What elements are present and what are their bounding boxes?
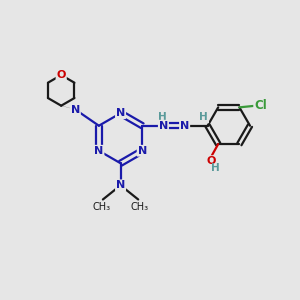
Text: O: O [56, 70, 66, 80]
Text: CH₃: CH₃ [130, 202, 149, 212]
Text: N: N [138, 146, 147, 156]
Text: H: H [158, 112, 167, 122]
Text: N: N [116, 180, 125, 190]
Text: Cl: Cl [254, 99, 267, 112]
Text: O: O [206, 156, 215, 166]
Text: N: N [159, 121, 168, 131]
Text: H: H [211, 163, 220, 172]
Text: H: H [200, 112, 208, 122]
Text: N: N [180, 121, 189, 131]
Text: N: N [94, 146, 104, 156]
Text: N: N [116, 108, 125, 118]
Text: CH₃: CH₃ [92, 202, 110, 212]
Text: N: N [71, 104, 80, 115]
